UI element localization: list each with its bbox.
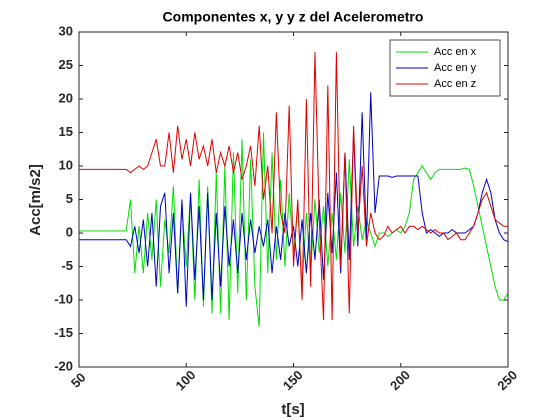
x-tick-label: 150 (280, 367, 306, 393)
y-axis-label: Acc[m/s2] (27, 164, 44, 236)
legend: Acc en x Acc en y Acc en z (389, 39, 501, 97)
x-tick-label: 250 (494, 367, 520, 393)
x-axis-label: t[s] (281, 401, 304, 418)
chart-title: Componentes x, y y z del Acelerometro (163, 9, 424, 25)
x-tick-label: 100 (173, 367, 199, 393)
legend-box (389, 39, 501, 97)
legend-label: Acc en y (434, 62, 477, 74)
y-tick-label: 20 (59, 90, 73, 105)
y-tick-label: -15 (54, 325, 73, 340)
x-tick-label: 200 (387, 367, 413, 393)
y-tick-label: -5 (61, 258, 73, 273)
legend-label: Acc en z (434, 78, 476, 90)
y-tick-label: 15 (59, 124, 73, 139)
y-tick-label: 0 (66, 224, 73, 239)
y-tick-label: -20 (54, 358, 73, 373)
y-tick-label: 25 (59, 57, 73, 72)
y-tick-label: 30 (59, 23, 73, 38)
y-tick-label: 10 (59, 157, 73, 172)
y-tick-label: -10 (54, 291, 73, 306)
y-tick-label: 5 (66, 191, 73, 206)
series-line (79, 92, 509, 307)
series-line (79, 52, 508, 321)
legend-label: Acc en x (434, 46, 477, 58)
